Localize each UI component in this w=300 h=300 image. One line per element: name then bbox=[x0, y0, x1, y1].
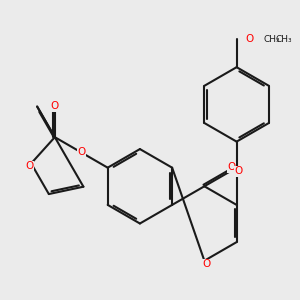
Text: O: O bbox=[51, 101, 59, 111]
Text: CH₃: CH₃ bbox=[276, 35, 292, 44]
Text: O: O bbox=[202, 260, 210, 269]
Text: CH₃: CH₃ bbox=[263, 35, 280, 44]
Text: O: O bbox=[228, 163, 236, 172]
Text: O: O bbox=[77, 147, 86, 158]
Text: O: O bbox=[25, 161, 33, 171]
Text: O: O bbox=[234, 167, 243, 176]
Text: O: O bbox=[245, 34, 254, 44]
